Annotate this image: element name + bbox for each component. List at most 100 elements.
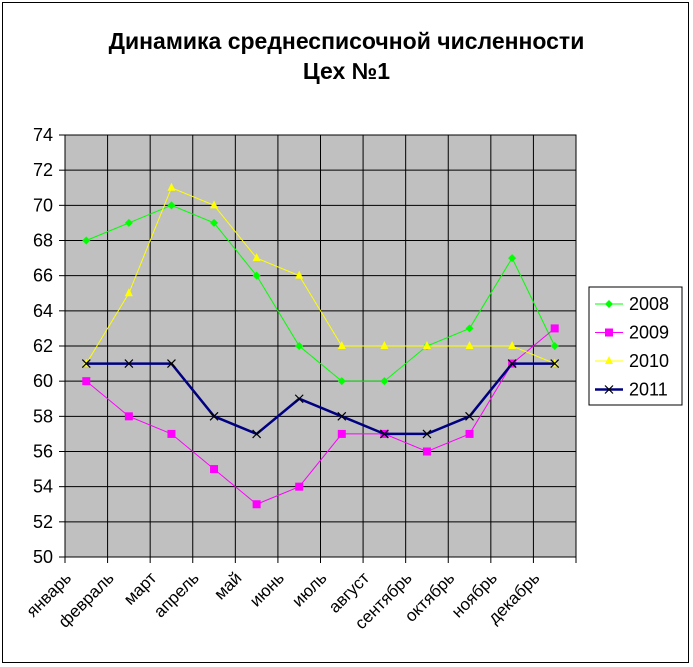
data-point-2010	[465, 341, 474, 349]
marker-stroke	[252, 429, 262, 439]
marker-stroke	[337, 411, 347, 421]
data-point-2010	[380, 341, 389, 349]
data-point-2011	[209, 411, 219, 421]
series-2011	[81, 359, 560, 439]
chart-title: Динамика среднесписочной численности Цех…	[0, 26, 693, 86]
y-tick-label: 58	[33, 406, 53, 426]
data-point-2008	[337, 377, 346, 386]
plot-border	[64, 134, 577, 558]
y-tick-label: 50	[33, 547, 53, 567]
data-point-2011	[550, 359, 560, 369]
data-point-2010	[124, 288, 133, 297]
x-tick-label: апрель	[150, 568, 203, 621]
legend-marker	[605, 328, 613, 337]
y-tick-label: 74	[33, 125, 53, 145]
y-tick-label: 64	[33, 301, 53, 321]
data-point-2010	[422, 341, 431, 349]
legend-box	[588, 286, 683, 406]
series-line-2008	[86, 204, 556, 382]
data-point-2009	[82, 377, 91, 386]
data-point-2010	[337, 341, 346, 349]
data-point-2010	[508, 341, 517, 349]
y-tick-label: 52	[33, 512, 53, 532]
marker-stroke	[294, 394, 304, 404]
data-point-2011	[379, 429, 389, 439]
data-point-2011	[422, 429, 432, 439]
data-point-2008	[167, 201, 176, 210]
series-line-2009	[85, 328, 556, 505]
marker-stroke	[167, 359, 176, 369]
data-point-2009	[550, 324, 559, 333]
marker-stroke	[379, 429, 389, 439]
x-tick-label: май	[210, 568, 245, 603]
data-point-2010	[252, 253, 261, 262]
legend: 2008 2009 2010 2011	[588, 286, 683, 406]
data-point-2010	[167, 182, 176, 191]
legend-label: 2009	[629, 323, 669, 343]
data-point-2011	[81, 359, 91, 369]
data-point-2011	[337, 411, 347, 421]
x-tick-label: июнь	[246, 568, 288, 610]
data-point-2009	[167, 429, 176, 438]
y-tick-label: 62	[33, 336, 53, 356]
data-point-2011	[167, 359, 176, 369]
data-point-2010	[210, 200, 219, 209]
x-tick-label: июль	[288, 568, 330, 610]
data-point-2009	[124, 412, 133, 421]
data-point-2011	[124, 359, 134, 369]
chart-title-line-2: Цех №1	[302, 58, 391, 84]
data-point-2011	[465, 411, 474, 421]
y-tick-label: 66	[33, 266, 53, 286]
data-point-2008	[465, 324, 474, 333]
data-point-2008	[82, 236, 91, 245]
data-point-2009	[465, 429, 474, 438]
data-point-2008	[295, 342, 304, 350]
data-point-2009	[295, 482, 304, 491]
marker-stroke	[465, 411, 474, 421]
data-point-2009	[422, 447, 431, 456]
data-point-2010	[295, 270, 304, 279]
chart-title-line-1: Динамика среднесписочной численности	[108, 28, 585, 54]
marker-stroke	[209, 411, 219, 421]
y-tick-label: 72	[33, 160, 53, 180]
y-tick-label: 54	[33, 477, 53, 497]
legend-label: 2010	[629, 351, 669, 371]
legend-item-2010: 2010	[595, 351, 669, 371]
data-point-2008	[550, 342, 559, 350]
legend-label: 2008	[629, 294, 669, 314]
legend-label: 2011	[629, 380, 668, 400]
marker-stroke	[507, 359, 517, 369]
legend-marker	[605, 300, 613, 308]
data-point-2008	[210, 218, 219, 227]
marker-stroke	[604, 385, 614, 394]
series-group	[81, 182, 560, 509]
y-axis-ticks: 50 52 54 56 58 60 62 64 66 68 70 72 74	[33, 125, 53, 567]
marker-stroke	[124, 359, 134, 369]
data-point-2008	[124, 218, 133, 227]
data-point-2008	[508, 254, 517, 263]
marker-stroke	[81, 359, 91, 369]
marker-stroke	[422, 429, 432, 439]
data-point-2008	[252, 271, 261, 280]
legend-item-2008: 2008	[595, 294, 669, 314]
series-line-2011	[86, 362, 555, 436]
legend-item-2011: 2011	[595, 380, 668, 400]
legend-marker	[605, 356, 613, 364]
data-point-2011	[507, 359, 517, 369]
y-tick-label: 56	[33, 442, 53, 462]
axes	[59, 134, 577, 563]
series-line-2010	[85, 187, 555, 365]
y-tick-label: 60	[33, 371, 53, 391]
data-point-2011	[294, 394, 304, 404]
data-point-2011	[252, 429, 262, 439]
series-2008	[82, 201, 559, 386]
y-tick-label: 70	[33, 195, 53, 215]
y-tick-label: 68	[33, 231, 53, 251]
data-point-2009	[210, 465, 219, 474]
data-point-2009	[337, 429, 346, 438]
legend-item-2009: 2009	[595, 323, 669, 343]
data-point-2009	[252, 500, 261, 509]
marker-stroke	[550, 359, 560, 369]
